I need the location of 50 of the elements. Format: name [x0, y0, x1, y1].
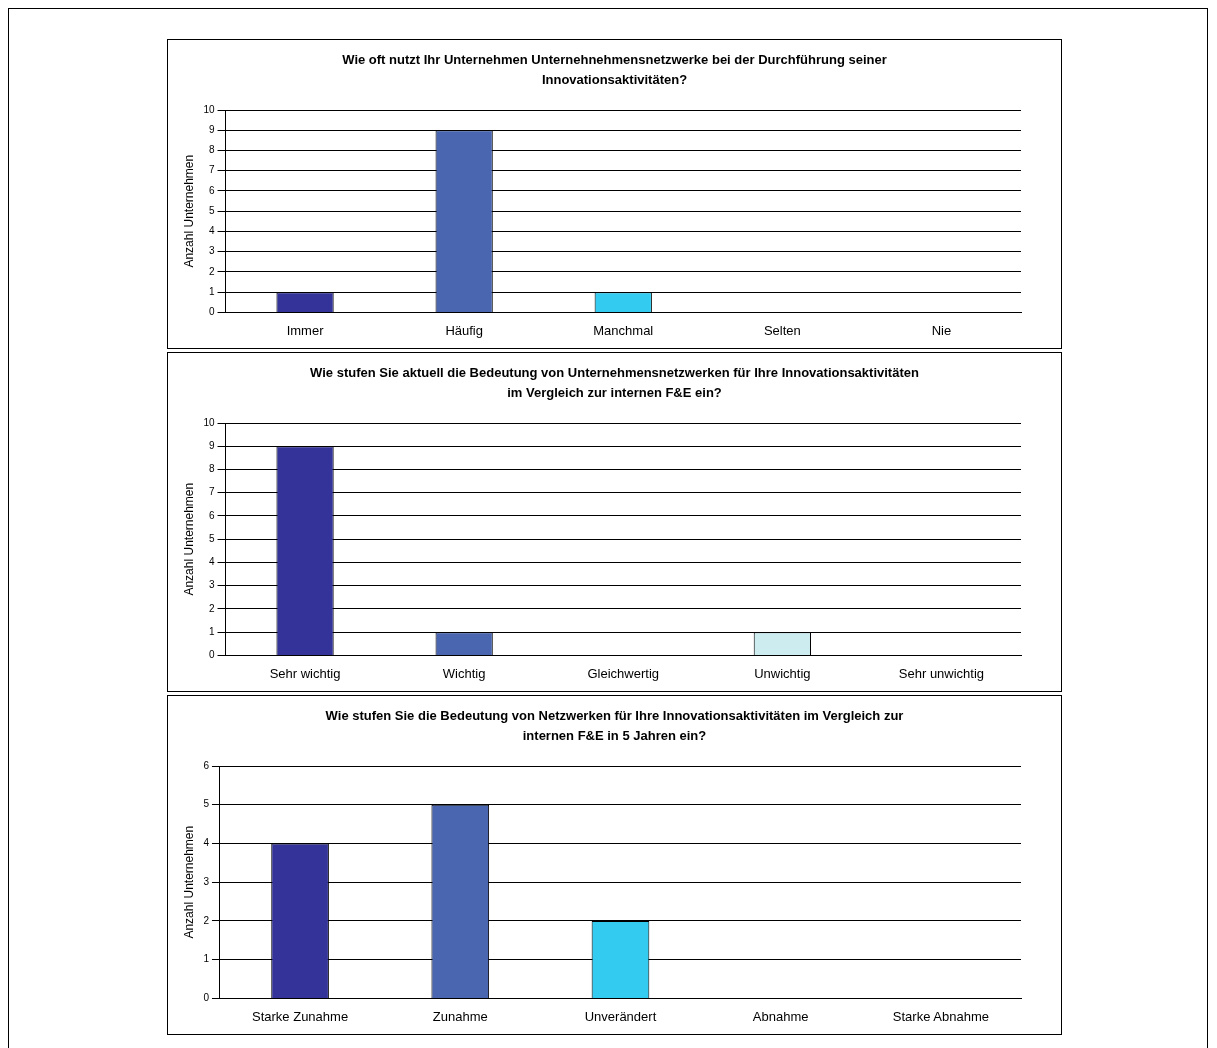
y-tick-label: 3 — [208, 579, 215, 591]
chart-title: Wie stufen Sie aktuell die Bedeutung von Unternehmensnetzwerken für Ihre Innovationsaktivitäten im Vergleich zur internen F&E ein? — [309, 364, 920, 402]
y-tick-label: 0 — [208, 306, 215, 318]
x-tick-label: Abnahme — [752, 1008, 809, 1024]
y-tick-label: 4 — [203, 837, 210, 849]
y-tick-label: 6 — [208, 509, 215, 521]
y-tick-label: 10 — [203, 416, 215, 428]
x-tick-label: Starke Zunahme — [252, 1008, 349, 1024]
x-tick-label: Wichtig — [442, 665, 486, 681]
chart-title: Wie oft nutzt Ihr Unternehmen Unternehnehmensnetzwerke bei der Durchführung seiner Innovationsaktivitäten? — [341, 51, 888, 89]
y-axis-title: Anzahl Unternehmen — [181, 825, 196, 939]
y-tick-label: 2 — [208, 265, 215, 277]
y-tick-label: 10 — [203, 103, 215, 115]
x-tick-label: Zunahme — [432, 1008, 488, 1024]
y-tick-label: 5 — [208, 532, 215, 544]
y-tick-label: 5 — [208, 204, 215, 216]
y-tick-label: 0 — [203, 992, 210, 1004]
x-tick-label: Immer — [286, 322, 325, 338]
y-tick-label: 8 — [208, 144, 215, 156]
y-tick-label: 1 — [203, 953, 210, 965]
x-tick-label: Sehr wichtig — [269, 665, 341, 681]
y-axis-title: Anzahl Unternehmen — [181, 482, 196, 596]
y-tick-label: 6 — [208, 184, 215, 196]
y-axis-title: Anzahl Unternehmen — [181, 154, 196, 268]
x-tick-label: Starke Abnahme — [892, 1008, 989, 1024]
y-tick-label: 4 — [208, 556, 215, 568]
y-tick-label: 6 — [203, 759, 210, 771]
y-tick-label: 0 — [208, 649, 215, 661]
y-tick-label: 1 — [208, 285, 215, 297]
y-tick-label: 7 — [208, 164, 215, 176]
y-tick-label: 2 — [208, 602, 215, 614]
y-tick-label: 2 — [203, 914, 210, 926]
x-tick-label: Selten — [763, 322, 801, 338]
x-tick-label: Unwichtig — [754, 665, 811, 681]
x-tick-label: Manchmal — [593, 322, 654, 338]
x-tick-label: Häufig — [445, 322, 483, 338]
y-tick-label: 7 — [208, 486, 215, 498]
x-tick-label: Gleichwertig — [587, 665, 660, 681]
y-tick-label: 5 — [203, 798, 210, 810]
x-tick-label: Sehr unwichtig — [898, 665, 985, 681]
y-tick-label: 3 — [208, 245, 215, 257]
y-tick-label: 4 — [208, 225, 215, 237]
y-tick-label: 9 — [208, 439, 215, 451]
chart-title: Wie stufen Sie die Bedeutung von Netzwerken für Ihre Innovationsaktivitäten im Vergleich zur internen F&E in 5 Jahren ein? — [324, 707, 905, 745]
y-tick-label: 3 — [203, 875, 210, 887]
y-tick-label: 9 — [208, 123, 215, 135]
y-tick-label: 8 — [208, 463, 215, 475]
x-tick-label: Unverändert — [584, 1008, 657, 1024]
y-tick-label: 1 — [208, 625, 215, 637]
x-tick-label: Nie — [931, 322, 952, 338]
